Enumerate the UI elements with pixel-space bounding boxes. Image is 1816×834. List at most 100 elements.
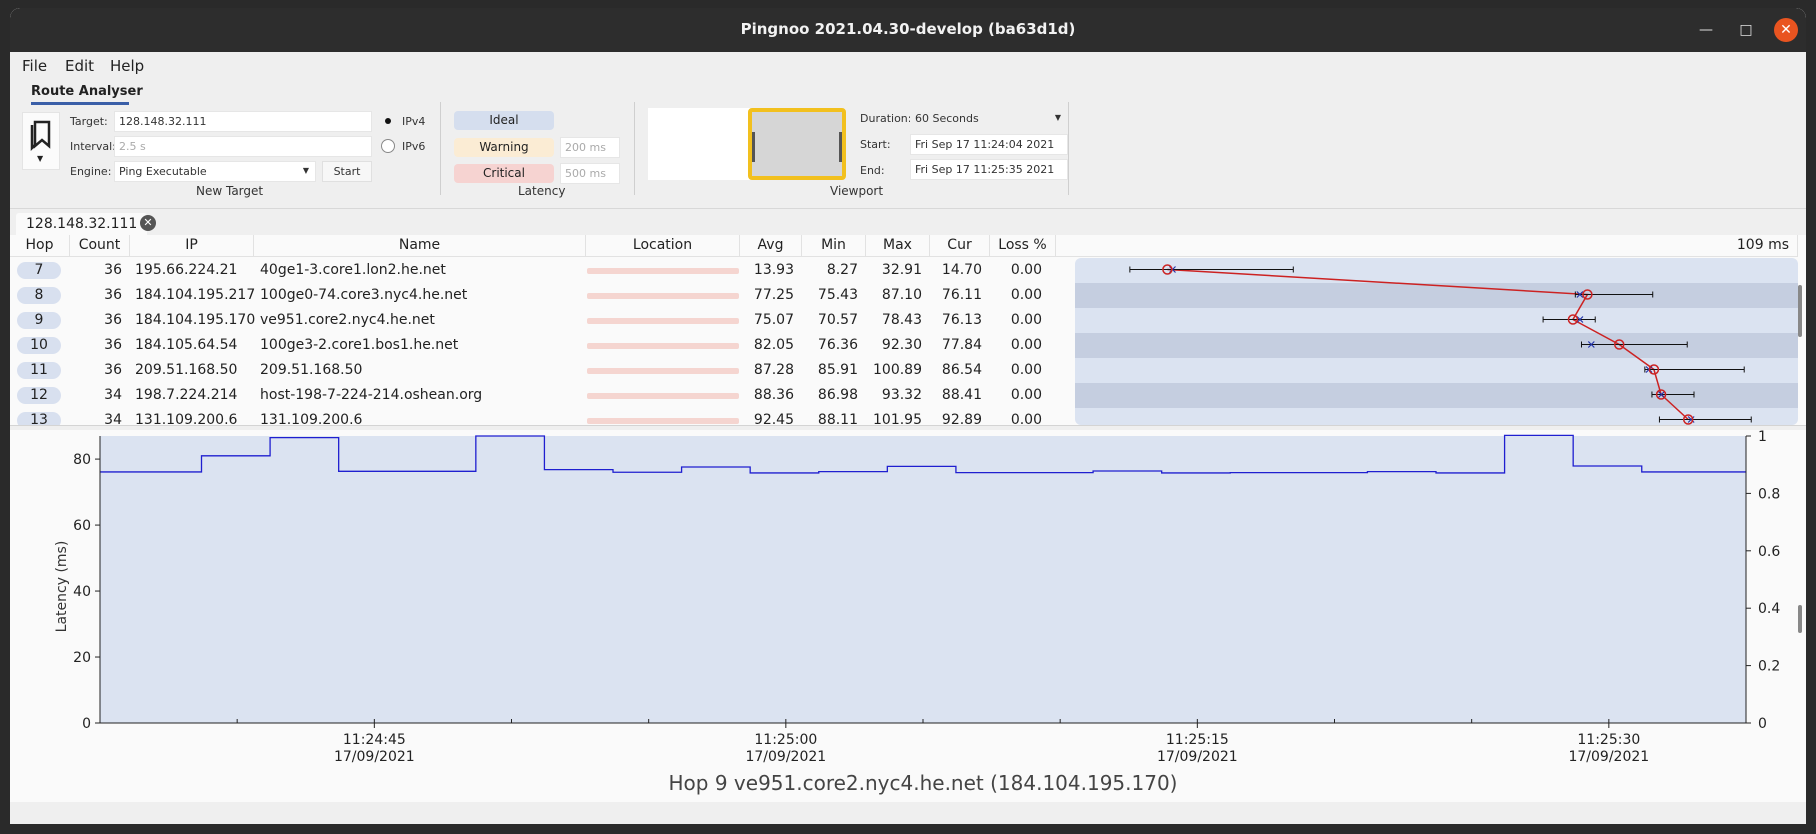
min-cell: 76.36 (817, 337, 858, 353)
col-location[interactable]: Location (586, 235, 740, 257)
min-cell: 8.27 (826, 262, 858, 278)
table-row[interactable]: 12 34 198.7.224.214 host-198-7-224-214.oshe… (10, 383, 1056, 408)
chart-scrollbar[interactable] (1798, 605, 1802, 633)
chart-title: Hop 9 ve951.core2.nyc4.he.net (184.104.1… (669, 771, 1178, 795)
cur-marker (1576, 316, 1584, 323)
viewport-handle[interactable] (748, 108, 846, 180)
divider (440, 102, 441, 195)
avg-cell: 87.28 (753, 362, 794, 378)
location-bar (587, 418, 739, 424)
col-graph[interactable]: 109 ms (1056, 235, 1798, 257)
col-ip[interactable]: IP (130, 235, 254, 257)
menu-bar: File Edit Help (10, 52, 1806, 80)
maximize-icon[interactable]: □ (1739, 22, 1753, 38)
name-cell: host-198-7-224-214.oshean.org (260, 387, 483, 403)
location-bar (587, 268, 739, 274)
loss-cell: 0.00 (1010, 337, 1042, 353)
duration-label: Duration: (860, 112, 912, 125)
col-min[interactable]: Min (802, 235, 866, 257)
col-loss[interactable]: Loss % (990, 235, 1056, 257)
end-time-input[interactable]: Fri Sep 17 11:25:35 2021 (910, 159, 1068, 180)
interval-input[interactable]: 2.5 s (114, 136, 372, 157)
name-cell: 100ge0-74.core3.nyc4.he.net (260, 287, 468, 303)
tab-target[interactable]: 128.148.32.111 (16, 213, 148, 236)
duration-select[interactable]: 60 Seconds ▼ (910, 108, 1068, 129)
cur-cell: 76.13 (941, 312, 982, 328)
tab-route-analyser[interactable]: Route Analyser (31, 84, 143, 99)
viewport-left-grip[interactable] (752, 132, 755, 162)
critical-color-button[interactable]: Critical (454, 164, 554, 183)
menu-file[interactable]: File (22, 57, 48, 75)
col-count[interactable]: Count (70, 235, 130, 257)
warning-color-button[interactable]: Warning (454, 138, 554, 157)
loss-cell: 0.00 (1010, 387, 1042, 403)
hop-number: 8 (17, 287, 61, 304)
table-scrollbar[interactable] (1798, 285, 1802, 337)
y2-tick-label: 0.8 (1758, 486, 1780, 502)
critical-threshold-input[interactable]: 500 ms (560, 163, 620, 184)
warning-threshold-input[interactable]: 200 ms (560, 137, 620, 158)
table-row[interactable]: 9 36 184.104.195.170 ve951.core2.nyc4.he.ne… (10, 308, 1056, 333)
target-input[interactable]: 128.148.32.111 (114, 111, 372, 132)
bookmark-button[interactable]: ▼ (22, 112, 60, 170)
table-row[interactable]: 11 36 209.51.168.50 209.51.168.50 87.28 85.91… (10, 358, 1056, 383)
location-bar (587, 318, 739, 324)
avg-point (1582, 289, 1593, 300)
menu-edit[interactable]: Edit (65, 57, 95, 75)
menu-help[interactable]: Help (110, 57, 145, 75)
y2-tick-label: 0.4 (1758, 601, 1780, 617)
interval-label: Interval: (70, 140, 116, 153)
name-cell: 209.51.168.50 (260, 362, 363, 378)
table-row[interactable]: 10 36 184.105.64.54 100ge3-2.core1.bos1.he.… (10, 333, 1056, 358)
count-cell: 36 (104, 312, 122, 328)
table-row[interactable]: 8 36 184.104.195.217 100ge0-74.core3.nyc4.h… (10, 283, 1056, 308)
app-window: Pingnoo 2021.04.30-develop (ba63d1d) — □… (10, 8, 1806, 824)
engine-value: Ping Executable (119, 165, 207, 178)
hop-number: 10 (17, 337, 61, 354)
ipv4-radio[interactable] (381, 114, 395, 128)
avg-cell: 75.07 (753, 312, 794, 328)
ipv4-label: IPv4 (402, 115, 426, 128)
minimize-icon[interactable]: — (1699, 22, 1713, 38)
dropdown-arrow-icon: ▼ (1054, 113, 1061, 122)
title-bar[interactable]: Pingnoo 2021.04.30-develop (ba63d1d) — □… (10, 8, 1806, 52)
viewport-overview[interactable] (648, 108, 846, 180)
location-bar (587, 368, 739, 374)
avg-cell: 13.93 (753, 262, 794, 278)
duration-value: 60 Seconds (915, 112, 979, 125)
end-label: End: (860, 164, 885, 177)
window-title: Pingnoo 2021.04.30-develop (ba63d1d) (740, 20, 1076, 38)
avg-point (1613, 339, 1625, 350)
engine-select[interactable]: Ping Executable ▼ (114, 161, 316, 182)
start-time-input[interactable]: Fri Sep 17 11:24:04 2021 (910, 134, 1068, 155)
max-cell: 92.30 (881, 337, 922, 353)
y2-tick-label: 0.6 (1758, 544, 1780, 560)
table-row[interactable]: 13 34 131.109.200.6 131.109.200.6 92.45 88.11… (10, 408, 1056, 425)
col-hop[interactable]: Hop (10, 235, 70, 257)
y2-tick-label: 1 (1758, 430, 1767, 445)
col-cur[interactable]: Cur (930, 235, 990, 257)
ipv6-radio[interactable] (381, 139, 395, 153)
hop-number: 9 (17, 312, 61, 329)
splitter-handle[interactable] (10, 425, 1806, 430)
location-bar (587, 293, 739, 299)
count-cell: 36 (104, 287, 122, 303)
col-max[interactable]: Max (866, 235, 930, 257)
viewport-right-grip[interactable] (839, 132, 842, 162)
table-row[interactable]: 7 36 195.66.224.21 40ge1-3.core1.lon2.he.ne… (10, 258, 1056, 283)
col-name[interactable]: Name (254, 235, 586, 257)
min-cell: 88.11 (817, 412, 858, 425)
col-avg[interactable]: Avg (740, 235, 802, 257)
cur-cell: 92.89 (941, 412, 982, 425)
target-label: Target: (70, 115, 108, 128)
close-icon[interactable]: ✕ (1774, 18, 1798, 42)
tab-close-icon[interactable]: ✕ (140, 215, 156, 231)
count-cell: 36 (104, 337, 122, 353)
x-tick-label: 11:25:15 (1166, 732, 1229, 748)
plot-band (1075, 283, 1798, 308)
avg-point (1655, 389, 1667, 400)
hop-number: 7 (17, 262, 61, 279)
ideal-color-button[interactable]: Ideal (454, 111, 554, 130)
avg-cell: 92.45 (753, 412, 794, 425)
start-button[interactable]: Start (322, 161, 372, 182)
